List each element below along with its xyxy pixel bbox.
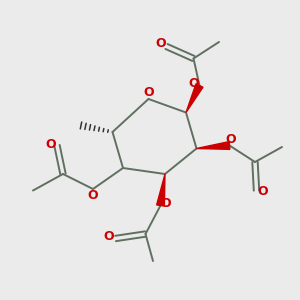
Text: O: O bbox=[226, 133, 236, 146]
Text: O: O bbox=[143, 86, 154, 99]
Polygon shape bbox=[196, 142, 230, 149]
Text: O: O bbox=[87, 189, 98, 202]
Text: O: O bbox=[257, 184, 268, 198]
Text: O: O bbox=[103, 230, 114, 243]
Polygon shape bbox=[186, 84, 203, 112]
Polygon shape bbox=[157, 174, 165, 206]
Text: O: O bbox=[156, 37, 167, 50]
Text: O: O bbox=[45, 138, 56, 152]
Text: O: O bbox=[160, 196, 171, 210]
Text: O: O bbox=[189, 76, 200, 90]
